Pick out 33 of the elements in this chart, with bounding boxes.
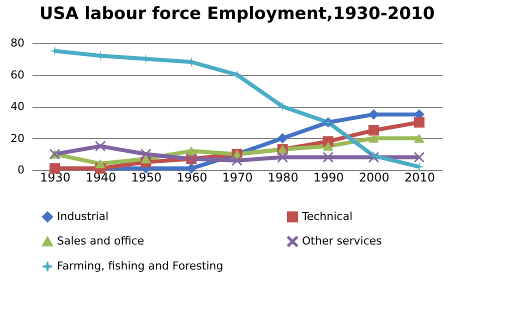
point	[368, 134, 379, 143]
legend-label: Industrial	[57, 210, 109, 223]
y-tick-label: 0	[18, 164, 24, 176]
point	[322, 142, 334, 151]
point	[414, 152, 424, 163]
y-tick-label: 40	[10, 100, 24, 113]
y-tick-label: 60	[10, 68, 24, 82]
legend-label: Other services	[302, 234, 382, 248]
x-tick-label: 1940	[86, 170, 116, 184]
point	[368, 125, 379, 136]
legend-label: Farming, fishing and Foresting	[57, 260, 224, 272]
chart-title: USA labour force Employment,1930-2010	[39, 4, 435, 24]
point	[140, 154, 152, 164]
y-tick-label: 20	[10, 132, 24, 145]
point	[232, 155, 242, 166]
x-tick-label: 1960	[176, 170, 208, 184]
legend-label: Technical	[301, 210, 353, 223]
x-tick-label: 1990	[313, 170, 344, 184]
point	[95, 140, 106, 152]
legend-label: Sales and office	[57, 234, 144, 248]
x-tick-label: 1970	[222, 170, 253, 184]
point	[414, 134, 424, 143]
point	[95, 159, 106, 168]
x-tick-label: 2000	[358, 170, 390, 184]
y-tick-label: 80	[10, 36, 24, 50]
point	[322, 152, 334, 163]
x-tick-label: 2010	[404, 170, 435, 184]
point	[277, 133, 288, 144]
point	[277, 152, 288, 163]
x-tick-label: 1980	[268, 170, 298, 184]
point	[140, 148, 152, 160]
x-tick-label: 1950	[131, 170, 162, 184]
point	[414, 117, 424, 128]
